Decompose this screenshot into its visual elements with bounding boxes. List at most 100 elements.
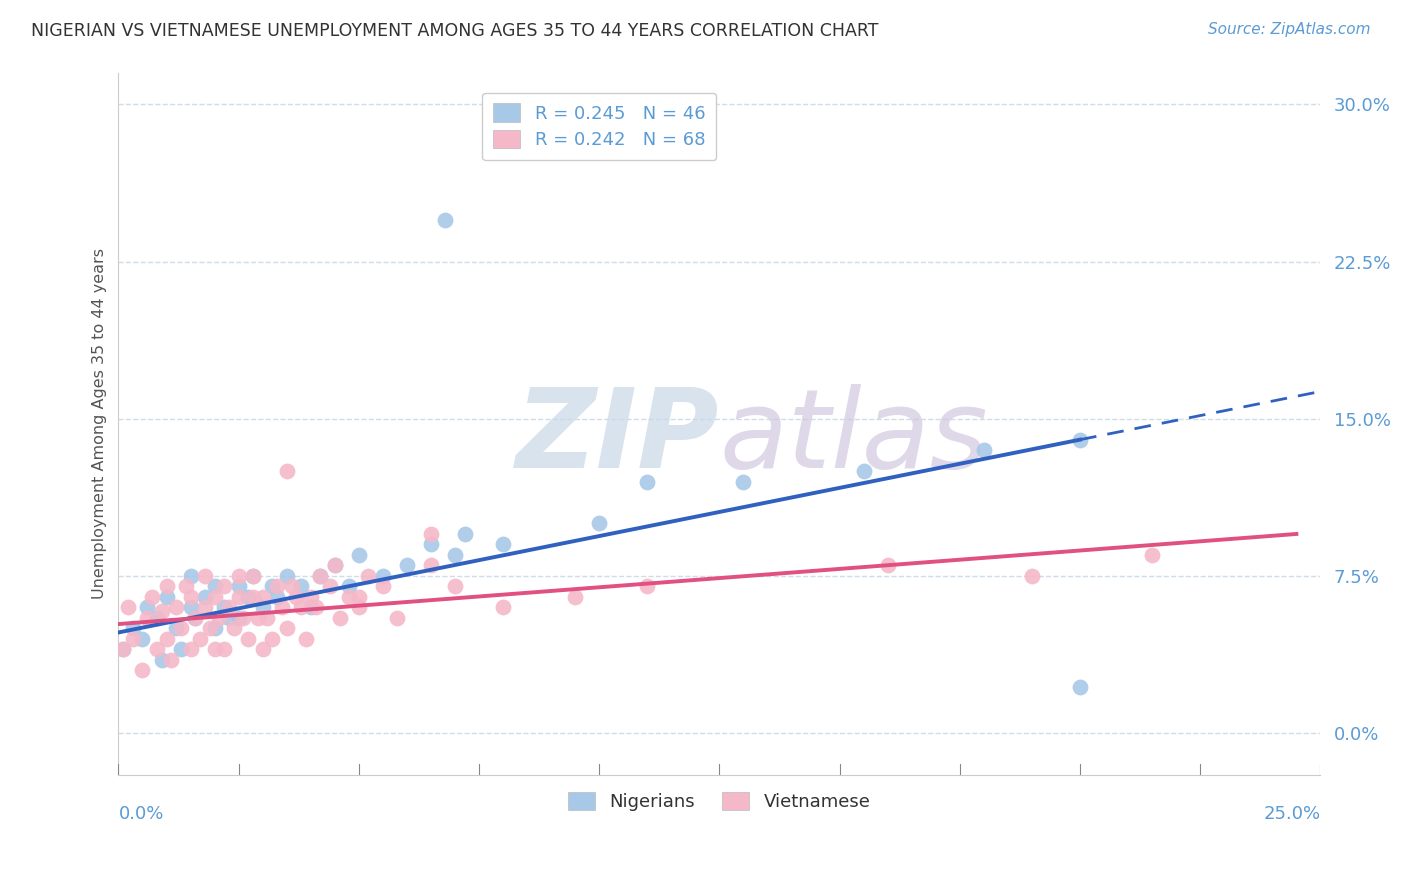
Point bbox=[420, 537, 443, 551]
Point bbox=[204, 590, 226, 604]
Y-axis label: Unemployment Among Ages 35 to 44 years: Unemployment Among Ages 35 to 44 years bbox=[93, 249, 107, 599]
Point bbox=[131, 663, 153, 677]
Point bbox=[876, 558, 898, 573]
Point bbox=[1140, 548, 1163, 562]
Point bbox=[337, 590, 360, 604]
Point bbox=[266, 590, 288, 604]
Point bbox=[136, 611, 159, 625]
Point bbox=[141, 590, 163, 604]
Point bbox=[280, 579, 302, 593]
Point bbox=[242, 569, 264, 583]
Point bbox=[319, 579, 342, 593]
Point bbox=[146, 642, 169, 657]
Point bbox=[228, 611, 250, 625]
Point bbox=[420, 558, 443, 573]
Point bbox=[304, 600, 326, 615]
Point bbox=[146, 611, 169, 625]
Text: atlas: atlas bbox=[720, 384, 988, 491]
Point bbox=[198, 621, 221, 635]
Legend: Nigerians, Vietnamese: Nigerians, Vietnamese bbox=[561, 785, 877, 819]
Point bbox=[1069, 433, 1091, 447]
Point bbox=[636, 579, 658, 593]
Point bbox=[180, 642, 202, 657]
Point bbox=[252, 600, 274, 615]
Point bbox=[733, 475, 755, 489]
Point bbox=[208, 611, 231, 625]
Point bbox=[232, 611, 254, 625]
Point bbox=[136, 600, 159, 615]
Text: Source: ZipAtlas.com: Source: ZipAtlas.com bbox=[1208, 22, 1371, 37]
Point bbox=[588, 119, 610, 133]
Point bbox=[309, 569, 332, 583]
Point bbox=[395, 558, 418, 573]
Point bbox=[492, 537, 515, 551]
Point bbox=[371, 579, 394, 593]
Point bbox=[337, 579, 360, 593]
Point bbox=[204, 642, 226, 657]
Point bbox=[112, 642, 135, 657]
Point bbox=[290, 600, 312, 615]
Point bbox=[564, 590, 586, 604]
Point bbox=[290, 579, 312, 593]
Text: NIGERIAN VS VIETNAMESE UNEMPLOYMENT AMONG AGES 35 TO 44 YEARS CORRELATION CHART: NIGERIAN VS VIETNAMESE UNEMPLOYMENT AMON… bbox=[31, 22, 879, 40]
Point bbox=[194, 600, 217, 615]
Text: 0.0%: 0.0% bbox=[118, 805, 165, 823]
Point bbox=[150, 653, 173, 667]
Point bbox=[212, 579, 235, 593]
Point bbox=[295, 632, 318, 646]
Point bbox=[1021, 569, 1043, 583]
Point bbox=[155, 632, 177, 646]
Point bbox=[121, 621, 143, 635]
Point bbox=[194, 590, 217, 604]
Point bbox=[121, 632, 143, 646]
Point bbox=[347, 590, 370, 604]
Point bbox=[150, 605, 173, 619]
Point bbox=[444, 548, 467, 562]
Point bbox=[112, 642, 135, 657]
Point bbox=[262, 579, 284, 593]
Point bbox=[636, 475, 658, 489]
Point bbox=[434, 212, 457, 227]
Point bbox=[155, 590, 177, 604]
Point bbox=[194, 569, 217, 583]
Point bbox=[238, 632, 260, 646]
Point bbox=[246, 611, 269, 625]
Point bbox=[266, 579, 288, 593]
Point bbox=[276, 569, 298, 583]
Point bbox=[188, 632, 211, 646]
Point bbox=[271, 600, 294, 615]
Point bbox=[160, 653, 183, 667]
Point bbox=[170, 621, 193, 635]
Point bbox=[973, 443, 995, 458]
Point bbox=[276, 464, 298, 478]
Point bbox=[420, 527, 443, 541]
Point bbox=[252, 642, 274, 657]
Point bbox=[852, 464, 875, 478]
Point bbox=[252, 590, 274, 604]
Point bbox=[347, 548, 370, 562]
Point bbox=[387, 611, 409, 625]
Point bbox=[329, 611, 352, 625]
Point bbox=[218, 600, 240, 615]
Point bbox=[299, 600, 322, 615]
Point bbox=[276, 621, 298, 635]
Point bbox=[204, 621, 226, 635]
Point bbox=[228, 590, 250, 604]
Point bbox=[242, 590, 264, 604]
Point bbox=[218, 611, 240, 625]
Point bbox=[256, 611, 278, 625]
Point bbox=[323, 558, 346, 573]
Point bbox=[212, 642, 235, 657]
Point bbox=[299, 590, 322, 604]
Point bbox=[117, 600, 139, 615]
Point bbox=[180, 590, 202, 604]
Text: ZIP: ZIP bbox=[516, 384, 720, 491]
Point bbox=[588, 516, 610, 531]
Point bbox=[1069, 680, 1091, 694]
Point bbox=[492, 600, 515, 615]
Point bbox=[155, 579, 177, 593]
Text: 25.0%: 25.0% bbox=[1264, 805, 1320, 823]
Point bbox=[204, 579, 226, 593]
Point bbox=[228, 579, 250, 593]
Point bbox=[184, 611, 207, 625]
